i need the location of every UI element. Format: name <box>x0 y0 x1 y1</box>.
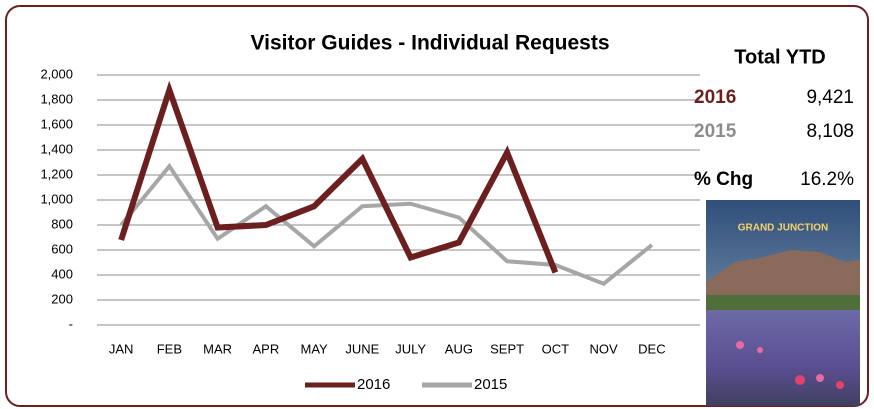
x-tick-label: DEC <box>638 341 665 356</box>
x-tick-label: NOV <box>590 341 619 356</box>
x-tick-label: JULY <box>395 341 426 356</box>
y-tick-label: 400 <box>51 266 73 281</box>
chart-title: Visitor Guides - Individual Requests <box>250 32 609 55</box>
summary-title: Total YTD <box>734 46 825 68</box>
y-tick-label: 1,800 <box>40 91 73 106</box>
y-tick-label: 1,000 <box>40 191 73 206</box>
x-tick-label: JAN <box>109 341 134 356</box>
y-tick-label: - <box>69 316 73 331</box>
x-tick-label: SEPT <box>490 341 524 356</box>
summary-value: 16.2% <box>800 169 854 190</box>
y-tick-label: 800 <box>51 216 73 231</box>
legend-label: 2015 <box>474 376 507 393</box>
summary-label: 2015 <box>694 121 737 142</box>
y-tick-label: 1,200 <box>40 166 73 181</box>
x-tick-label: FEB <box>157 341 182 356</box>
summary-value: 8,108 <box>806 121 854 142</box>
x-tick-label: JUNE <box>345 341 379 356</box>
summary-value: 9,421 <box>806 87 854 108</box>
y-tick-label: 1,400 <box>40 141 73 156</box>
cover-title: GRAND JUNCTION <box>738 223 829 234</box>
x-tick-label: MAR <box>203 341 232 356</box>
x-tick-label: APR <box>253 341 280 356</box>
x-tick-label: MAY <box>301 341 329 356</box>
x-tick-label: AUG <box>445 341 473 356</box>
legend-label: 2016 <box>357 376 390 393</box>
summary-label: 2016 <box>694 87 736 108</box>
summary-label: % Chg <box>694 169 753 190</box>
x-tick-label: OCT <box>542 341 570 356</box>
y-tick-label: 2,000 <box>40 66 73 81</box>
y-tick-label: 1,600 <box>40 116 73 131</box>
chart: Visitor Guides - Individual Requests Tot… <box>0 0 874 409</box>
y-tick-label: 200 <box>51 291 73 306</box>
y-tick-label: 600 <box>51 241 73 256</box>
